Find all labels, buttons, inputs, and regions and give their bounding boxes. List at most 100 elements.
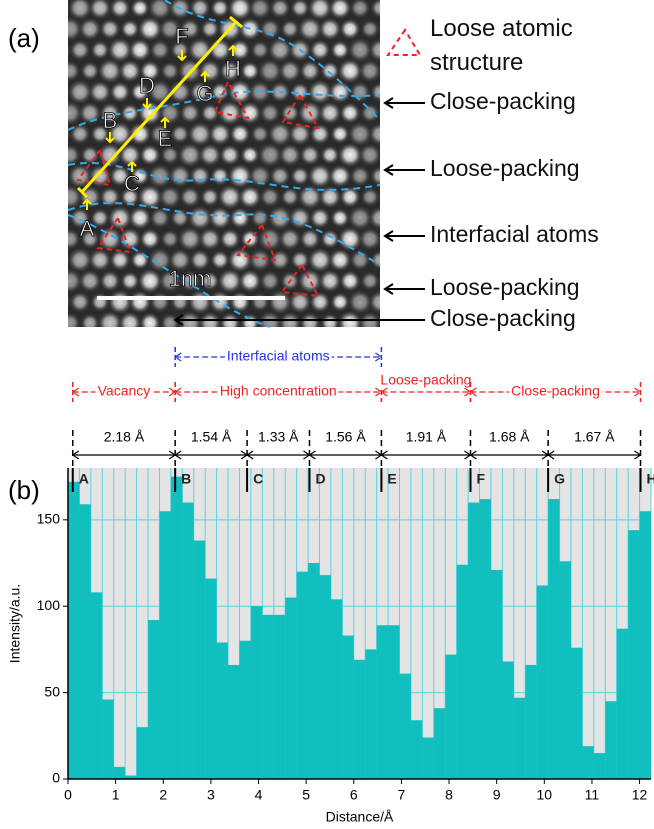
bar: [148, 620, 159, 779]
y-axis-title: Intensity/a.u.: [7, 584, 23, 663]
atom: [208, 290, 232, 314]
atom: [50, 166, 70, 186]
atom: [299, 144, 321, 166]
annotation-arrow: [385, 165, 425, 175]
bar: [239, 641, 250, 779]
atom: [318, 185, 342, 209]
bar: [617, 629, 628, 779]
point-label: A: [80, 216, 95, 241]
atom: [109, 81, 131, 103]
annotation: Close-packing: [430, 88, 576, 114]
region-label: Close-packing: [511, 383, 600, 399]
atom: [219, 228, 241, 250]
x-tick-label: 2: [159, 787, 167, 803]
atom: [377, 268, 403, 294]
atom: [219, 144, 241, 166]
bar: [502, 662, 513, 779]
bar: [571, 648, 582, 779]
atom: [269, 165, 291, 187]
atom: [299, 60, 321, 82]
atom: [318, 269, 342, 293]
bar: [365, 649, 376, 779]
region-label: High concentration: [220, 383, 337, 399]
bar: [377, 625, 388, 779]
atom: [139, 228, 161, 250]
atom: [309, 123, 331, 145]
bar: [262, 615, 273, 779]
atom: [259, 18, 281, 40]
spacing-arrow: [309, 451, 381, 459]
atom: [368, 206, 392, 230]
x-tick-label: 1: [112, 787, 120, 803]
point-label: B: [103, 108, 118, 133]
bar: [274, 615, 285, 779]
region-arrow: [381, 388, 470, 396]
bar: [205, 579, 216, 779]
atom: [299, 312, 321, 334]
atom: [198, 227, 222, 251]
bar: [182, 503, 193, 779]
spacing-label: 1.91 Å: [406, 429, 447, 445]
atom: [149, 39, 171, 61]
scale-label: 1nm: [169, 266, 212, 291]
atom: [118, 311, 142, 335]
atom: [278, 227, 302, 251]
bar: [445, 655, 456, 779]
bar: [114, 767, 125, 779]
region-label: Loose-packing: [380, 372, 471, 388]
panel-label: (b): [8, 475, 40, 505]
bar: [628, 530, 639, 779]
annotation-arrow: [385, 231, 425, 241]
point-label: H: [225, 56, 241, 81]
atom: [99, 18, 121, 40]
atom: [358, 143, 382, 167]
atom: [309, 207, 331, 229]
atom: [379, 312, 401, 334]
atom: [358, 311, 382, 335]
bar: [308, 563, 319, 779]
bar: [331, 599, 342, 779]
spacing-label: 1.33 Å: [258, 429, 299, 445]
atom: [368, 38, 392, 62]
point-label: G: [196, 81, 213, 106]
spacing-label: 1.56 Å: [325, 429, 366, 445]
atom: [318, 17, 342, 41]
bar: [342, 636, 353, 779]
spacing-arrow: [548, 451, 640, 459]
atom: [278, 143, 302, 167]
annotation: Interfacial atoms: [430, 221, 599, 247]
figure: (a) ABCDEFGH 1nm Close-packingLoose-pack…: [0, 0, 654, 829]
point-label: F: [175, 24, 188, 49]
atom: [208, 122, 232, 146]
y-tick-label: 100: [37, 597, 61, 613]
atom: [339, 102, 361, 124]
atom: [59, 144, 81, 166]
marker-label: A: [79, 471, 89, 487]
bar: [171, 477, 182, 779]
atom: [48, 290, 72, 314]
annotation-arrow: [385, 98, 425, 108]
atom: [179, 186, 201, 208]
figure-svg: (a) ABCDEFGH 1nm Close-packingLoose-pack…: [0, 0, 654, 829]
bar: [468, 503, 479, 779]
bar: [91, 592, 102, 779]
annotation: Loose-packing: [430, 155, 580, 181]
atom: [128, 290, 152, 314]
spacing-arrow: [247, 451, 309, 459]
atom: [238, 269, 262, 293]
bar: [548, 499, 559, 779]
bar: [217, 643, 228, 779]
atom: [198, 311, 222, 335]
spacing-label: 1.68 Å: [489, 429, 530, 445]
x-tick-label: 12: [632, 787, 648, 803]
bar: [102, 700, 113, 779]
atom: [59, 60, 81, 82]
atom: [88, 80, 112, 104]
atom: [229, 291, 251, 313]
x-axis-title: Distance/Å: [326, 809, 394, 825]
atom: [69, 123, 91, 145]
atom: [368, 122, 392, 146]
marker-label: F: [476, 471, 485, 487]
marker-label: C: [253, 471, 263, 487]
atom: [339, 270, 361, 292]
